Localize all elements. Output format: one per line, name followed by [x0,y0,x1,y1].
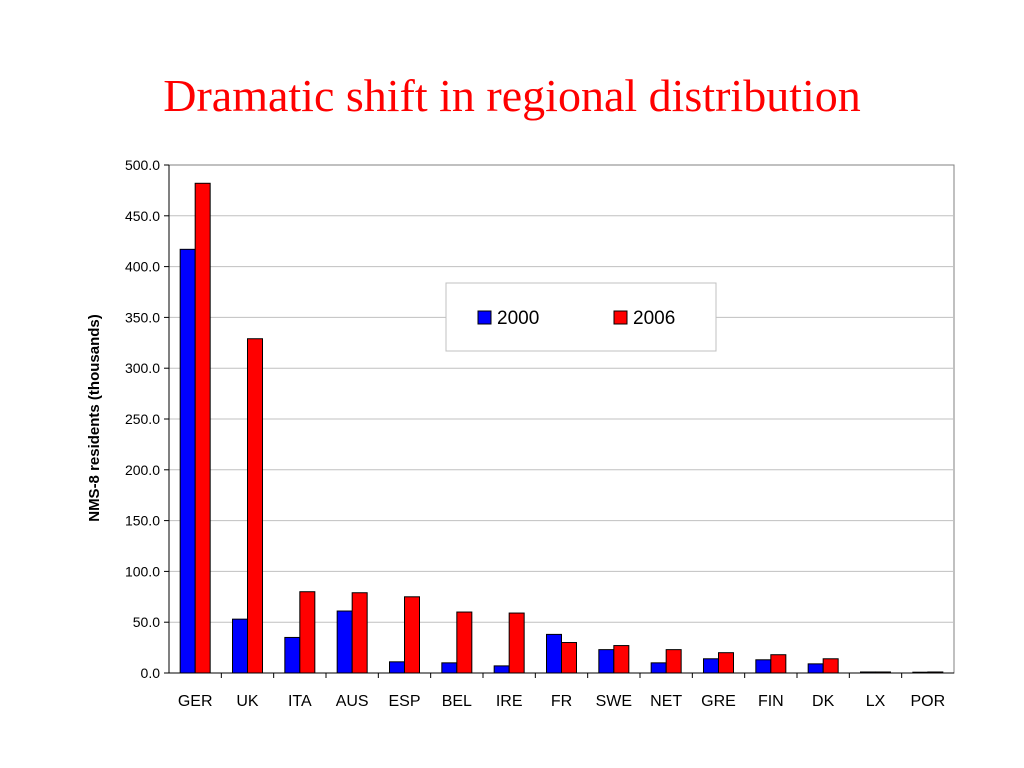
legend-swatch-2006 [613,310,628,325]
x-tick-label: DK [812,693,835,710]
y-tick-label: 0.0 [141,665,161,681]
bar-2000-bel [441,662,458,674]
bar-2000-gre [703,658,719,674]
y-tick-label: 50.0 [133,614,160,630]
gridlines [168,164,955,674]
x-tick-label: UK [236,693,259,710]
bar-2000-uk [232,618,248,674]
legend: 2000 2006 [445,282,717,352]
x-tick-label: ITA [288,693,312,710]
bar-2000-ita [284,636,301,674]
y-tick-label: 450.0 [125,208,160,224]
bar-2006-esp [404,596,420,674]
bar-2000-aus [336,610,353,674]
bar-2006-fin [770,654,787,674]
x-tick-label: BEL [442,693,472,710]
y-tick-label: 500.0 [125,157,160,173]
x-tick-label: AUS [336,693,369,710]
x-tick-label: GER [178,693,213,710]
legend-label-2006: 2006 [633,308,675,329]
y-tick-label: 300.0 [125,360,160,376]
bar-2006-gre [718,652,734,674]
x-tick-label: FR [551,693,572,710]
bar-2000-fin [755,659,772,674]
y-axis-label: NMS-8 residents (thousands) [86,314,103,522]
bar-2006-swe [613,645,630,674]
bar-2006-aus [351,592,368,674]
bar-2006-ire [508,612,525,674]
legend-label-2000: 2000 [497,308,539,329]
axes: 0.0 50.0 100.0 150.0 200.0 250.0 300.0 350.0 400… [125,157,954,710]
x-tick-label: FIN [758,693,784,710]
bar-2000-dk [807,663,824,674]
x-tick-label: POR [910,693,945,710]
x-tick-label: SWE [596,693,632,710]
bar-2000-ire [493,665,510,674]
bar-2006-net [665,649,682,674]
legend-swatch-2000 [477,310,492,325]
bar-2000-swe [598,649,615,674]
bar-2006-fr [561,642,577,674]
y-tick-label: 350.0 [125,309,160,325]
y-tick-label: 150.0 [125,513,160,529]
x-tick-label: NET [650,693,682,710]
bar-2000-esp [389,661,405,674]
x-tick-label: IRE [496,693,523,710]
y-tick-label: 400.0 [125,259,160,275]
bar-2006-ger [194,182,211,674]
bar-2006-ita [299,591,316,674]
bar-2006-uk [247,338,263,674]
bar-2000-ger [179,248,196,674]
y-tick-label: 250.0 [125,411,160,427]
x-tick-label: GRE [701,693,736,710]
bar-2006-bel [456,611,473,674]
x-tick-label: LX [866,693,886,710]
y-tick-label: 100.0 [125,563,160,579]
bar-2000-fr [546,633,562,674]
x-tick-label: ESP [388,693,420,710]
slide-title: Dramatic shift in regional distribution [163,70,861,121]
y-tick-label: 200.0 [125,462,160,478]
bar-2006-dk [822,658,839,674]
bar-2000-net [650,662,667,674]
bars [179,182,944,674]
